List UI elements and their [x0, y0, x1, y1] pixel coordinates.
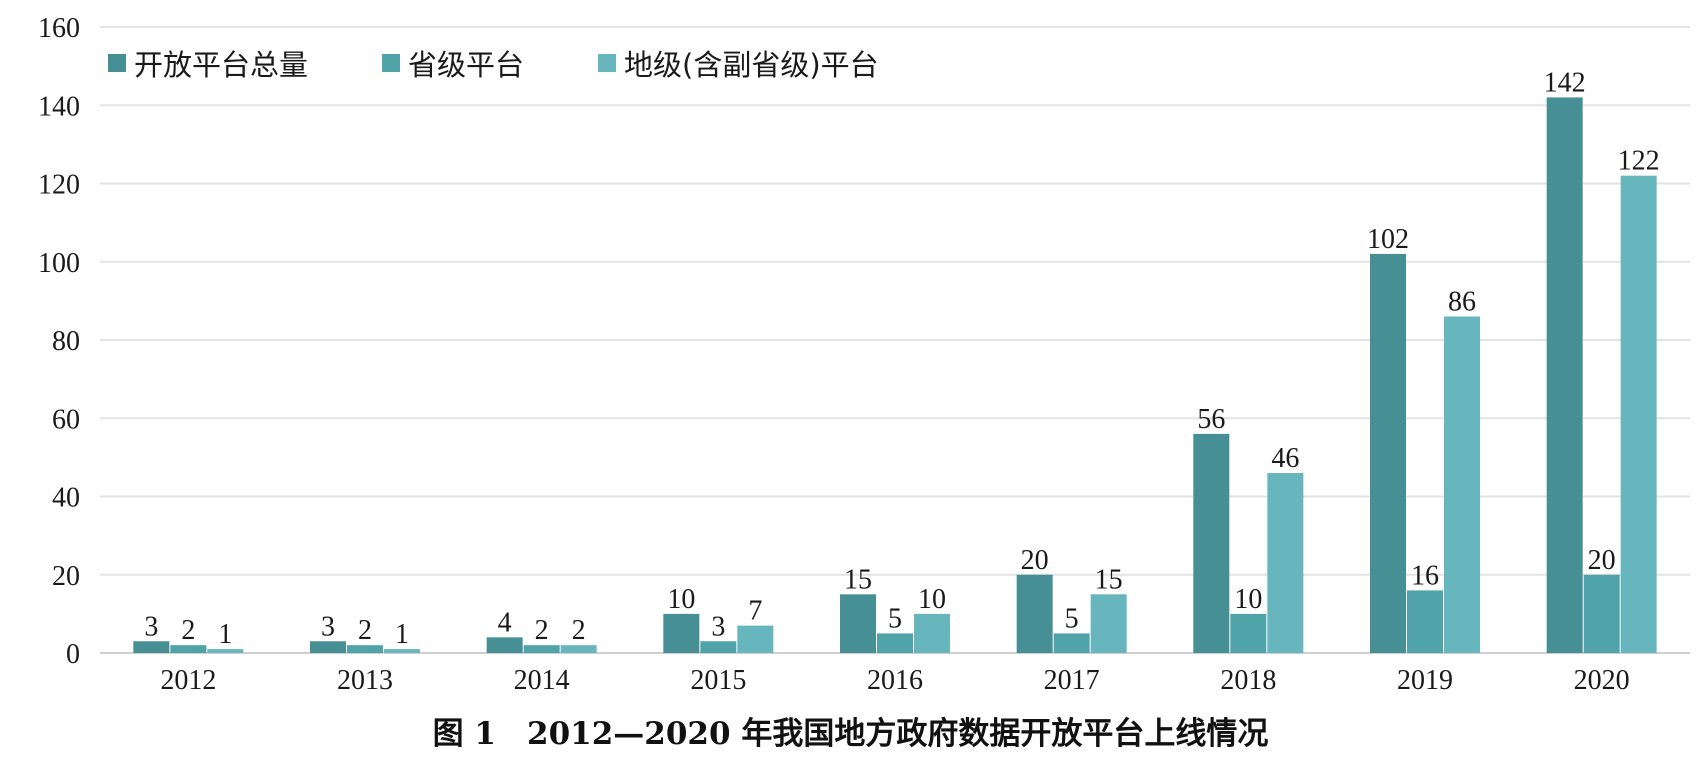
- x-tick-label: 2017: [1044, 665, 1100, 696]
- data-label: 15: [1095, 564, 1123, 595]
- y-tick-label: 160: [38, 13, 80, 44]
- bar-2013-series-0: [310, 641, 346, 653]
- bar-2015-series-2: [737, 625, 774, 653]
- bar-2014-series-1: [523, 645, 560, 653]
- x-tick-label: 2018: [1220, 665, 1276, 696]
- x-tick-label: 2012: [160, 665, 216, 696]
- y-tick-label: 40: [52, 483, 80, 514]
- data-label: 20: [1588, 545, 1616, 576]
- figure-caption: 图 1 2012—2020 年我国地方政府数据开放平台上线情况: [432, 716, 1269, 752]
- y-tick-label: 0: [66, 639, 80, 670]
- data-label: 5: [1065, 603, 1079, 634]
- data-label: 102: [1367, 224, 1409, 255]
- bar-2019-series-0: [1370, 253, 1406, 654]
- data-label: 2: [358, 615, 372, 646]
- data-label: 7: [748, 596, 762, 627]
- bar-2015-series-0: [663, 613, 700, 653]
- bar-2016-series-1: [877, 633, 913, 653]
- data-label: 1: [218, 619, 232, 650]
- y-tick-label: 140: [38, 91, 80, 122]
- legend-swatch-total: [108, 54, 126, 72]
- data-label: 2: [181, 615, 195, 646]
- data-label: 142: [1544, 67, 1586, 98]
- legend-swatch-provincial: [382, 54, 401, 72]
- legend-item-prefecture: 地级(含副省级)平台: [598, 42, 879, 84]
- bar-2018-series-0: [1193, 433, 1230, 653]
- data-label: 46: [1271, 443, 1299, 474]
- data-label: 86: [1448, 287, 1476, 318]
- data-label: 3: [144, 611, 158, 642]
- data-label: 10: [918, 584, 946, 615]
- bar-2019-series-1: [1407, 590, 1443, 653]
- bar-2017-series-2: [1090, 594, 1127, 653]
- data-label: 16: [1411, 560, 1439, 591]
- bar-2020-series-1: [1583, 574, 1620, 653]
- data-label: 3: [711, 611, 725, 642]
- x-tick-label: 2019: [1397, 665, 1453, 696]
- bar-2015-series-1: [700, 641, 737, 653]
- data-label: 2: [572, 615, 586, 646]
- x-tick-label: 2014: [514, 665, 570, 696]
- x-tick-label: 2015: [690, 665, 746, 696]
- y-tick-label: 120: [38, 170, 80, 201]
- bar-2020-series-0: [1546, 97, 1583, 654]
- bar-2014-series-0: [486, 637, 523, 653]
- data-label: 56: [1197, 404, 1225, 435]
- bar-2017-series-0: [1016, 574, 1053, 653]
- bar-2012-series-0: [133, 641, 170, 653]
- y-tick-label: 80: [52, 326, 80, 357]
- data-label: 122: [1618, 146, 1660, 177]
- data-label: 10: [1234, 584, 1262, 615]
- data-label: 15: [844, 564, 872, 595]
- bar-2017-series-1: [1053, 633, 1090, 653]
- data-label: 10: [667, 584, 695, 615]
- bar-2013-series-1: [347, 645, 383, 653]
- data-label: 5: [888, 603, 902, 634]
- bar-2013-series-2: [384, 649, 420, 653]
- legend-label-prefecture: 地级(含副省级)平台: [624, 48, 879, 82]
- bar-2016-series-2: [914, 613, 950, 653]
- data-label: 20: [1021, 545, 1049, 576]
- data-label: 1: [395, 619, 409, 650]
- bar-2016-series-0: [840, 594, 876, 653]
- x-tick-label: 2020: [1574, 665, 1630, 696]
- x-tick-label: 2016: [867, 665, 923, 696]
- bar-2012-series-1: [170, 645, 207, 653]
- legend-label-provincial: 省级平台: [408, 48, 525, 82]
- legend: 开放平台总量 省级平台 地级(含副省级)平台: [108, 42, 953, 84]
- legend-item-total: 开放平台总量: [108, 42, 308, 84]
- bar-2018-series-1: [1230, 613, 1267, 653]
- bar-2012-series-2: [207, 649, 244, 653]
- legend-label-total: 开放平台总量: [134, 48, 309, 82]
- legend-item-provincial: 省级平台: [382, 42, 524, 84]
- bar-2019-series-2: [1444, 316, 1480, 653]
- bar-2014-series-2: [560, 645, 597, 653]
- bar-2018-series-2: [1267, 473, 1304, 653]
- bar-2020-series-2: [1620, 175, 1657, 654]
- y-tick-label: 20: [52, 561, 80, 592]
- x-tick-label: 2013: [337, 665, 393, 696]
- data-label: 2: [535, 615, 549, 646]
- legend-swatch-prefecture: [598, 54, 617, 72]
- y-tick-label: 60: [52, 404, 80, 435]
- data-label: 3: [321, 611, 335, 642]
- y-tick-label: 100: [38, 248, 80, 279]
- data-label: 4: [498, 607, 512, 638]
